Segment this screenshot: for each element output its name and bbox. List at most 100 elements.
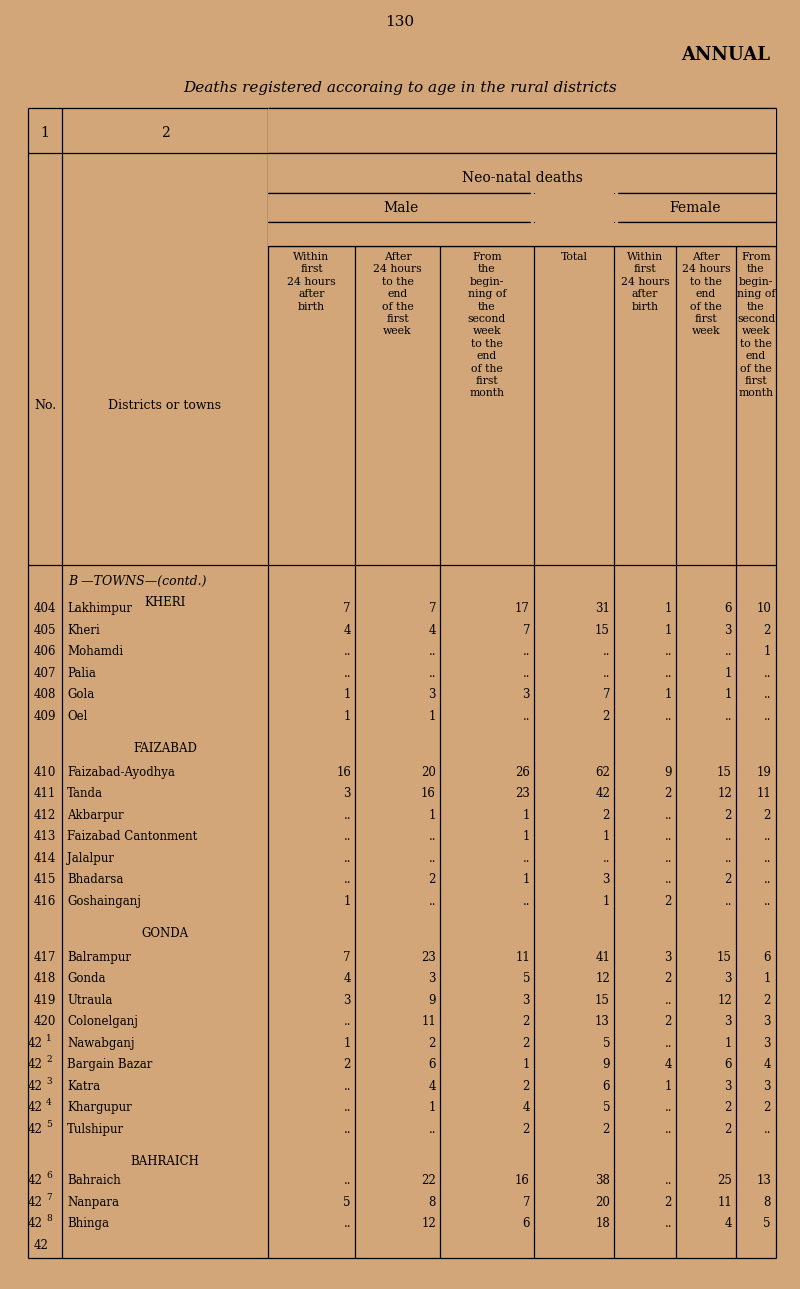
Text: 1: 1	[522, 809, 530, 822]
Text: 16: 16	[421, 788, 436, 800]
Text: ..: ..	[665, 1123, 672, 1136]
Text: ..: ..	[763, 688, 771, 701]
Text: ..: ..	[343, 1174, 351, 1187]
Text: Neo-natal deaths: Neo-natal deaths	[462, 171, 582, 186]
Text: 2: 2	[665, 895, 672, 907]
Text: 5: 5	[602, 1036, 610, 1049]
Text: Katra: Katra	[67, 1080, 100, 1093]
Text: 2: 2	[602, 710, 610, 723]
Text: 1: 1	[522, 830, 530, 843]
Text: Deaths registered accoraing to age in the rural districts: Deaths registered accoraing to age in th…	[183, 81, 617, 95]
Text: 42: 42	[27, 1196, 42, 1209]
Text: ..: ..	[665, 646, 672, 659]
Text: 2: 2	[522, 1036, 530, 1049]
Text: 3: 3	[46, 1076, 52, 1085]
Text: 3: 3	[725, 624, 732, 637]
Text: ..: ..	[763, 874, 771, 887]
Text: 3: 3	[725, 972, 732, 985]
Text: Female: Female	[670, 201, 721, 214]
Text: 1: 1	[522, 874, 530, 887]
Text: 23: 23	[421, 951, 436, 964]
Text: Lakhimpur: Lakhimpur	[67, 602, 132, 615]
Text: ..: ..	[429, 895, 436, 907]
Text: ..: ..	[602, 646, 610, 659]
Text: Male: Male	[383, 201, 418, 214]
Text: 2: 2	[46, 1056, 52, 1065]
Text: 2: 2	[725, 874, 732, 887]
Text: 2: 2	[665, 972, 672, 985]
Text: 1: 1	[725, 1036, 732, 1049]
Text: ..: ..	[725, 830, 732, 843]
Text: FAIZABAD: FAIZABAD	[133, 742, 197, 755]
Text: 2: 2	[522, 1123, 530, 1136]
Text: 4: 4	[725, 1217, 732, 1230]
Text: ..: ..	[343, 666, 351, 681]
Text: Total: Total	[561, 253, 587, 262]
Text: ..: ..	[665, 874, 672, 887]
Text: 7: 7	[429, 602, 436, 615]
Text: 5: 5	[522, 972, 530, 985]
Text: 42: 42	[34, 1239, 49, 1252]
Text: 405: 405	[34, 624, 56, 637]
Text: 4: 4	[46, 1098, 52, 1107]
Text: 1: 1	[429, 710, 436, 723]
Text: 2: 2	[344, 1058, 351, 1071]
Text: Akbarpur: Akbarpur	[67, 809, 124, 822]
Text: 8: 8	[46, 1214, 52, 1223]
Text: 3: 3	[343, 994, 351, 1007]
Text: 3: 3	[522, 688, 530, 701]
Text: 2: 2	[429, 874, 436, 887]
Text: Balrampur: Balrampur	[67, 951, 131, 964]
Text: Kheri: Kheri	[67, 624, 100, 637]
Text: ..: ..	[522, 646, 530, 659]
Text: 1: 1	[725, 688, 732, 701]
Text: 3: 3	[725, 1080, 732, 1093]
Text: ..: ..	[522, 666, 530, 681]
Text: 41: 41	[595, 951, 610, 964]
Text: 6: 6	[763, 951, 771, 964]
Bar	[268, 153, 776, 193]
Text: ..: ..	[602, 666, 610, 681]
Text: Bhadarsa: Bhadarsa	[67, 874, 123, 887]
Text: 42: 42	[27, 1058, 42, 1071]
Text: 1: 1	[725, 666, 732, 681]
Text: 1: 1	[665, 688, 672, 701]
Text: 31: 31	[595, 602, 610, 615]
Text: 6: 6	[522, 1217, 530, 1230]
Text: 2: 2	[764, 994, 771, 1007]
Text: ..: ..	[343, 1080, 351, 1093]
Text: ..: ..	[343, 830, 351, 843]
Text: Mohamdi: Mohamdi	[67, 646, 123, 659]
Text: 1: 1	[602, 895, 610, 907]
Text: 38: 38	[595, 1174, 610, 1187]
Text: ..: ..	[763, 895, 771, 907]
Text: 9: 9	[429, 994, 436, 1007]
Text: 4: 4	[522, 1101, 530, 1114]
Text: 5: 5	[343, 1196, 351, 1209]
Text: 1: 1	[429, 809, 436, 822]
Text: 42: 42	[595, 788, 610, 800]
Text: 13: 13	[756, 1174, 771, 1187]
Text: 4: 4	[343, 624, 351, 637]
Text: 3: 3	[602, 874, 610, 887]
Text: 2: 2	[764, 624, 771, 637]
Text: Bahraich: Bahraich	[67, 1174, 121, 1187]
Text: 3: 3	[522, 994, 530, 1007]
Text: 1: 1	[46, 1034, 52, 1043]
Text: ..: ..	[429, 852, 436, 865]
Text: 3: 3	[725, 1016, 732, 1029]
Text: 11: 11	[756, 788, 771, 800]
Text: ..: ..	[763, 1123, 771, 1136]
Text: 26: 26	[515, 766, 530, 779]
Text: 2: 2	[522, 1080, 530, 1093]
Text: 22: 22	[422, 1174, 436, 1187]
Text: 409: 409	[34, 710, 56, 723]
Text: 4: 4	[343, 972, 351, 985]
Text: ..: ..	[429, 666, 436, 681]
Text: 11: 11	[422, 1016, 436, 1029]
Text: Bhinga: Bhinga	[67, 1217, 109, 1230]
Text: 411: 411	[34, 788, 56, 800]
Text: ..: ..	[665, 1217, 672, 1230]
Text: Palia: Palia	[67, 666, 96, 681]
Text: 1: 1	[665, 602, 672, 615]
